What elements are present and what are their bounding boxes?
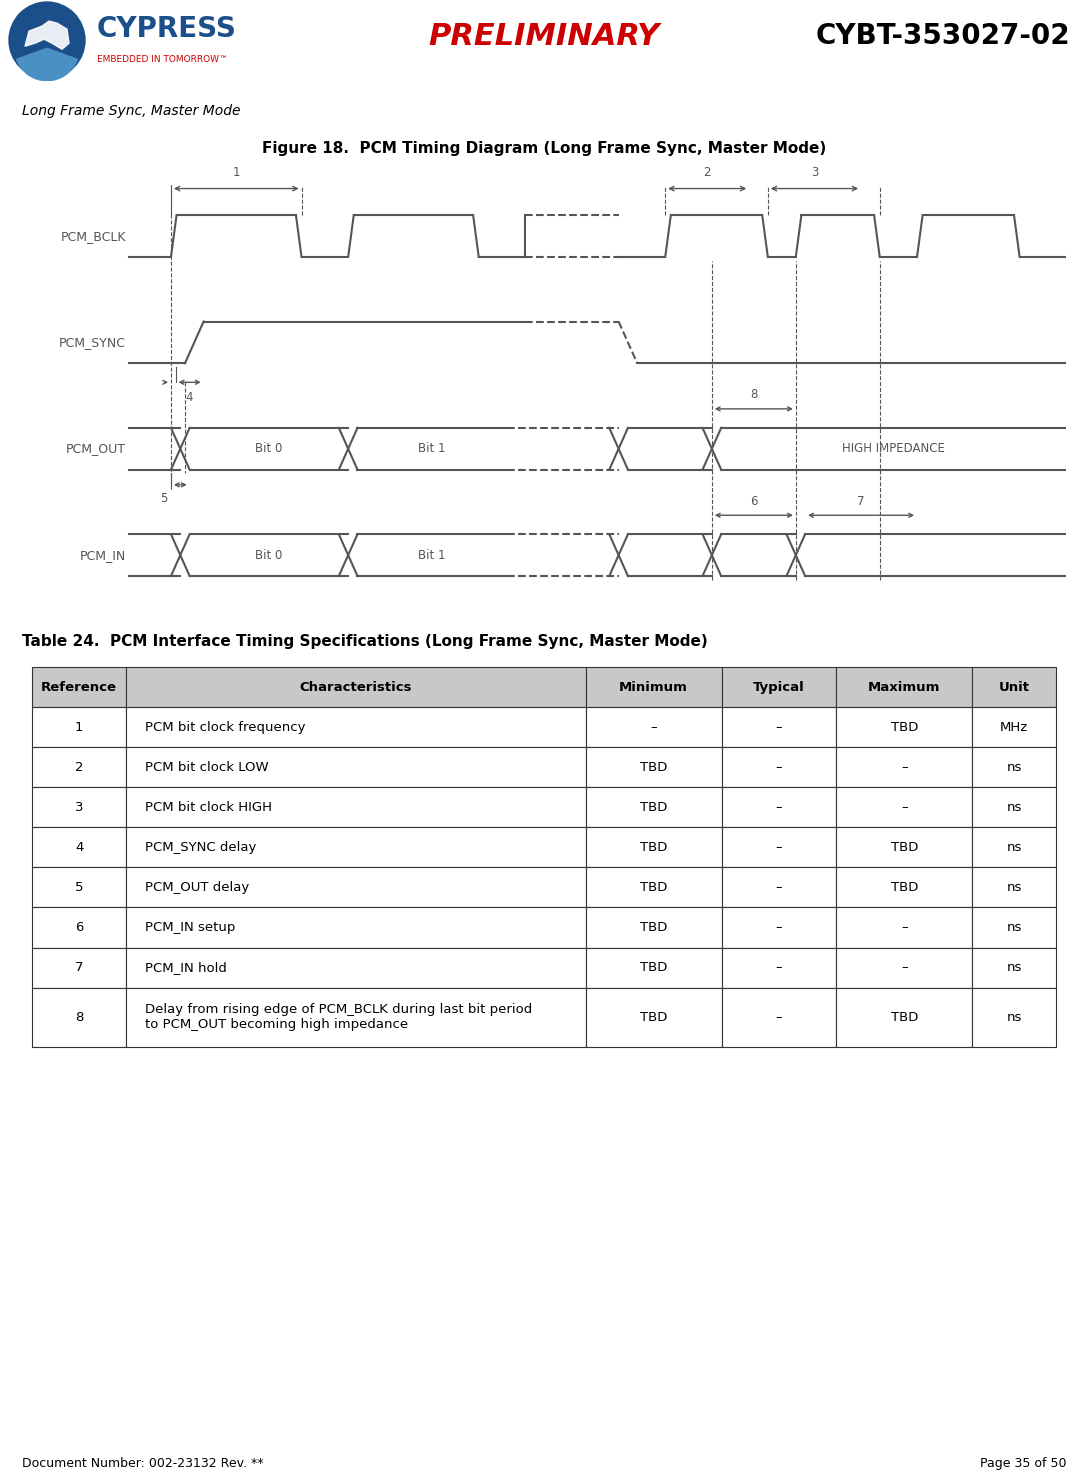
Text: Bit 1: Bit 1 [419,443,446,456]
Text: Figure 18.  PCM Timing Diagram (Long Frame Sync, Master Mode): Figure 18. PCM Timing Diagram (Long Fram… [262,141,826,157]
Text: 5: 5 [160,493,168,506]
Circle shape [9,1,85,78]
Text: CYPRESS: CYPRESS [97,15,237,43]
Text: PCM_SYNC: PCM_SYNC [59,336,126,349]
Text: Bit 0: Bit 0 [256,549,283,561]
Text: CYBT-353027-02: CYBT-353027-02 [815,22,1070,50]
Text: PCM_IN: PCM_IN [79,549,126,561]
Text: 8: 8 [750,388,757,401]
Wedge shape [16,49,77,81]
Text: PCM_BCLK: PCM_BCLK [61,229,126,243]
Text: 1: 1 [233,166,240,179]
Text: Bit 0: Bit 0 [256,443,283,456]
Text: Document Number: 002-23132 Rev. **: Document Number: 002-23132 Rev. ** [22,1458,263,1470]
Text: PCM_OUT: PCM_OUT [66,443,126,456]
Text: HIGH IMPEDANCE: HIGH IMPEDANCE [842,443,945,456]
Polygon shape [25,21,69,49]
Text: 4: 4 [186,391,194,404]
Text: 3: 3 [811,166,818,179]
Text: Table 24.  PCM Interface Timing Specifications (Long Frame Sync, Master Mode): Table 24. PCM Interface Timing Specifica… [22,633,707,650]
Text: Page 35 of 50: Page 35 of 50 [979,1458,1066,1470]
Text: 6: 6 [750,494,757,508]
Text: PRELIMINARY: PRELIMINARY [429,22,659,50]
Text: EMBEDDED IN TOMORROW™: EMBEDDED IN TOMORROW™ [97,55,228,64]
Text: Long Frame Sync, Master Mode: Long Frame Sync, Master Mode [22,104,240,118]
Text: 7: 7 [857,494,865,508]
Text: Bit 1: Bit 1 [419,549,446,561]
Text: 2: 2 [704,166,710,179]
